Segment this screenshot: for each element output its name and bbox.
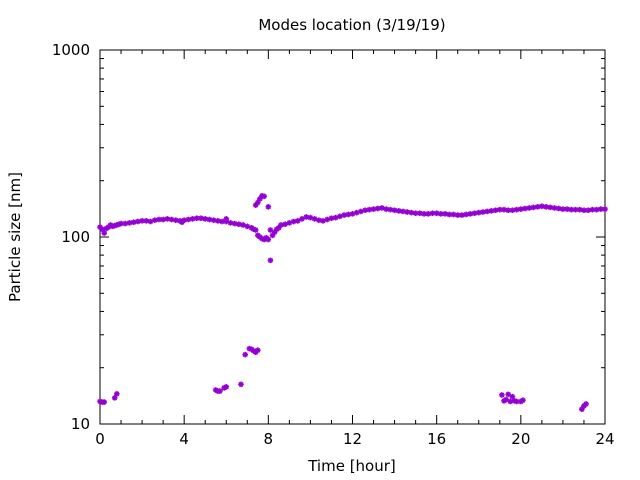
data-point [387,206,394,213]
data-point [337,213,343,220]
data-point [114,391,120,397]
data-point [242,351,248,358]
data-point [311,216,318,222]
data-point [349,211,356,217]
data-point [505,391,512,398]
data-point [522,205,528,212]
data-point [499,392,505,398]
data-point [471,210,478,217]
data-point [217,388,223,394]
chart-title: Modes location (3/19/19) [258,16,445,34]
x-axis-label: Time [hour] [307,457,396,475]
data-points [97,193,608,412]
y-tick-label: 100 [61,228,90,246]
data-point [341,212,347,218]
data-point [223,216,230,222]
x-tick-label: 12 [343,430,362,448]
data-point [147,218,154,225]
data-point [568,206,575,213]
x-tick-label: 24 [595,430,614,448]
data-point [520,397,526,404]
data-point [579,406,585,412]
data-point [417,210,423,217]
data-point [252,227,259,233]
data-point [509,393,516,400]
y-tick-label: 1000 [52,41,90,59]
data-point [534,204,541,210]
x-tick-label: 16 [427,430,446,448]
data-point [438,211,444,217]
data-point [366,206,373,213]
data-point [294,218,301,224]
data-point [267,227,274,233]
axis-ticks [99,49,606,425]
data-point [265,236,272,243]
data-point [111,395,118,401]
data-point [118,220,124,227]
data-point [583,401,589,407]
plot-frame [99,49,606,425]
data-point [503,396,509,403]
data-point [379,205,385,211]
data-point [101,230,108,236]
data-point [307,214,314,221]
data-point [299,216,305,222]
data-point [101,399,108,405]
data-point [320,218,326,224]
data-point [156,216,162,223]
data-point [265,204,272,210]
x-tick-label: 8 [264,430,274,448]
data-point [278,222,284,228]
data-point [290,218,297,225]
data-point [303,214,310,220]
data-point [353,209,360,216]
data-point [168,216,175,223]
data-point [223,384,230,390]
x-tick-label: 20 [511,430,530,448]
data-point [238,381,244,388]
x-tick-label: 0 [95,430,105,448]
data-point [255,347,261,354]
data-point [261,193,267,200]
data-point [181,217,187,223]
y-axis-label: Particle size [nm] [6,172,24,302]
data-point [602,206,608,212]
x-tick-label: 4 [179,430,189,448]
tick-labels: 0 4 8 12 16 20 24 10 100 1000 [52,41,615,448]
data-point [530,204,537,211]
data-point [358,208,364,215]
y-tick-label: 10 [71,415,90,433]
data-point [585,207,591,214]
data-point [324,216,331,223]
data-point [581,207,587,214]
data-point [267,257,274,264]
data-point [332,214,339,221]
data-point [202,216,209,222]
